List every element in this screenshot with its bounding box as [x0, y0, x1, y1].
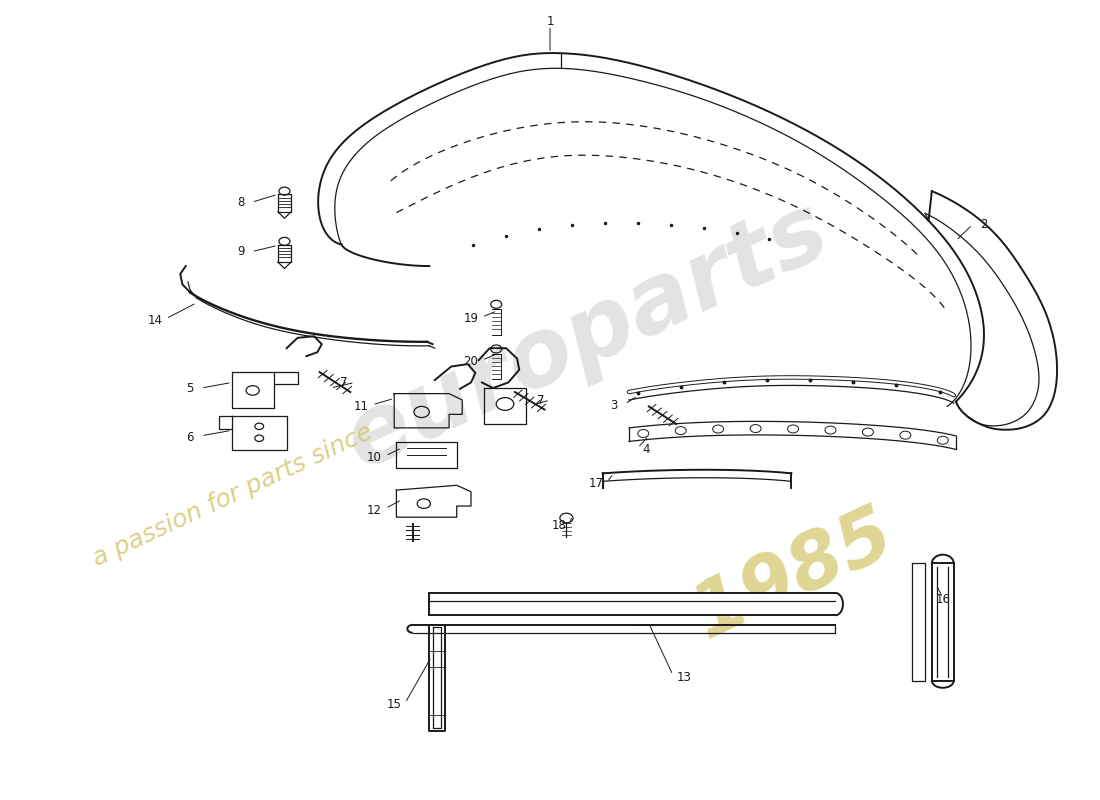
Text: 12: 12: [367, 503, 382, 517]
Text: 13: 13: [676, 671, 691, 684]
Text: 7: 7: [340, 376, 348, 389]
Text: 4: 4: [642, 443, 650, 456]
Text: 5: 5: [186, 382, 194, 394]
Text: 6: 6: [186, 431, 194, 444]
Text: 17: 17: [588, 478, 604, 490]
Text: 19: 19: [463, 312, 478, 325]
Text: 16: 16: [935, 593, 950, 606]
Text: 1985: 1985: [682, 497, 905, 654]
Text: 3: 3: [610, 399, 617, 412]
Text: 20: 20: [463, 355, 478, 368]
Text: 14: 14: [147, 314, 163, 326]
Text: 15: 15: [387, 698, 402, 711]
Text: a passion for parts since: a passion for parts since: [89, 420, 377, 571]
Text: 11: 11: [354, 400, 368, 413]
Text: europarts: europarts: [331, 184, 843, 488]
Text: 9: 9: [236, 246, 244, 258]
Text: 2: 2: [980, 218, 987, 231]
Text: 18: 18: [551, 519, 566, 533]
Text: 7: 7: [538, 394, 544, 406]
Text: 8: 8: [236, 196, 244, 209]
Text: 1: 1: [547, 15, 553, 28]
Text: 10: 10: [367, 451, 382, 464]
